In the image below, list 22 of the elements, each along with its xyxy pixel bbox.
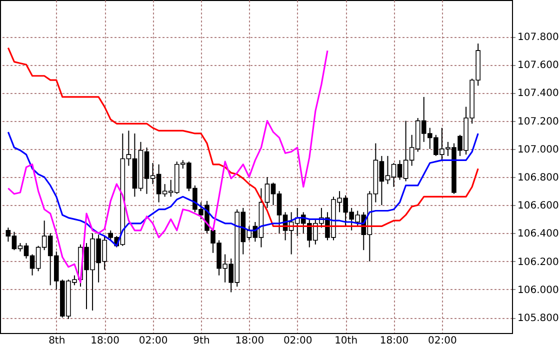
x-tick-label: 18:00 <box>380 336 409 346</box>
line-series <box>7 50 328 284</box>
x-tick-label: 8th <box>48 336 66 346</box>
y-tick-label: 106.200 <box>518 256 559 268</box>
y-tick-label: 107.000 <box>518 144 559 156</box>
y-tick-label: 105.800 <box>518 313 559 324</box>
y-tick-label: 107.400 <box>518 88 559 100</box>
y-tick-label: 106.000 <box>518 284 559 296</box>
x-tick-label: 18:00 <box>235 336 264 346</box>
x-tick-label: 18:00 <box>90 336 120 346</box>
y-tick-label: 106.400 <box>518 228 559 240</box>
y-tick-label: 107.600 <box>518 60 559 72</box>
x-tick-label: 02:00 <box>428 336 457 346</box>
y-tick-label: 106.600 <box>518 200 559 212</box>
x-tick-label: 02:00 <box>283 336 312 346</box>
x-tick-label: 10th <box>334 336 358 346</box>
x-tick-label: 9th <box>193 336 210 346</box>
x-tick-label: 02:00 <box>138 336 168 346</box>
y-tick-label: 106.800 <box>518 172 559 184</box>
y-tick-label: 107.200 <box>518 116 559 128</box>
line-series <box>7 131 479 247</box>
y-tick-label: 107.800 <box>518 32 559 44</box>
